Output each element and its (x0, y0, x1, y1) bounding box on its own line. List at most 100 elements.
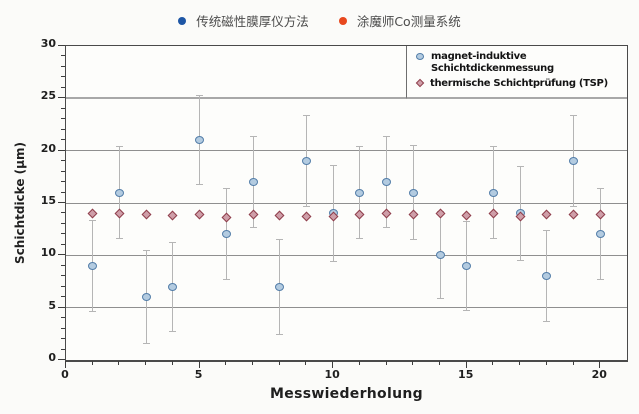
x-minor-tick (412, 361, 414, 365)
error-bar-cap (436, 298, 444, 300)
error-bar-cap (383, 136, 391, 137)
x-major-tick (599, 361, 601, 368)
x-tick-label: 5 (194, 368, 203, 381)
error-bar-cap (222, 279, 230, 281)
error-bar-cap (489, 146, 497, 148)
tsp-point (568, 209, 579, 220)
error-bar-cap (249, 227, 257, 229)
y-minor-tick (61, 139, 65, 141)
y-major-tick (58, 45, 65, 46)
x-major-tick (465, 361, 467, 368)
top-legend-item-magnetic: 传统磁性膜厚仪方法 (178, 11, 309, 30)
error-bar-cap (596, 188, 604, 190)
x-minor-tick (252, 361, 253, 365)
error-bar-cap (196, 184, 204, 186)
magnet-inductive-point (408, 188, 418, 197)
x-minor-tick (278, 361, 280, 365)
y-minor-tick (61, 181, 65, 183)
error-bar-cap (570, 115, 578, 117)
y-minor-tick (61, 327, 65, 329)
y-tick-label: 25 (40, 89, 56, 103)
x-tick-label: 0 (61, 368, 69, 381)
y-minor-tick (61, 65, 65, 67)
y-minor-tick (61, 264, 65, 266)
y-minor-tick (61, 338, 65, 340)
red-circle-icon (338, 16, 347, 25)
x-minor-tick (492, 361, 494, 365)
error-bar-cap (570, 206, 578, 208)
tsp-point (541, 209, 552, 220)
y-tick-label: 20 (40, 141, 56, 155)
tsp-marker-icon (415, 78, 425, 87)
y-minor-tick (61, 317, 65, 319)
x-minor-tick (171, 361, 173, 365)
y-minor-tick (61, 296, 65, 298)
error-bar-cap (169, 241, 177, 243)
error-bar-cap (489, 237, 497, 239)
gridline (66, 97, 627, 100)
y-major-tick (58, 254, 65, 256)
error-bar-cap (276, 333, 284, 335)
error-bar-cap (409, 145, 417, 147)
error-bar-cap (516, 259, 524, 261)
tsp-point (274, 210, 285, 221)
error-bar-cap (89, 219, 97, 221)
legend-entry-label: thermische Schichtprüfung (TSP) (430, 77, 608, 89)
error-bar-cap (169, 330, 177, 332)
error-bar-cap (329, 165, 337, 167)
tsp-point (488, 208, 499, 219)
tsp-point (87, 208, 98, 219)
x-minor-tick (572, 361, 574, 365)
y-major-tick (58, 202, 65, 203)
magnet-inductive-point (435, 251, 445, 260)
error-bar-cap (276, 238, 284, 240)
error-bar-cap (356, 237, 364, 239)
y-minor-tick (61, 170, 65, 172)
y-minor-tick (61, 128, 65, 130)
x-minor-tick (519, 361, 521, 365)
gridline (66, 202, 627, 204)
tsp-point (381, 208, 392, 219)
x-tick-label: 10 (324, 368, 340, 381)
magnet-inductive-point (462, 261, 472, 270)
y-tick-label: 30 (40, 37, 56, 50)
magnet-inductive-point (275, 282, 285, 291)
tsp-point (194, 209, 205, 220)
magnet-inductive-point (488, 188, 498, 197)
magnet-inductive-point (88, 261, 98, 270)
error-bar-cap (249, 136, 257, 137)
tsp-point (248, 209, 258, 220)
error-bar-cap (463, 309, 471, 311)
tsp-point (408, 209, 419, 220)
y-minor-tick (61, 191, 65, 193)
y-minor-tick (61, 76, 65, 78)
magnet-inductive-point (595, 230, 605, 239)
tsp-point (595, 209, 606, 220)
magnet-inductive-point (301, 157, 311, 166)
gridline (66, 307, 627, 309)
error-bar-cap (329, 260, 337, 262)
y-tick-label: 0 (48, 351, 56, 364)
error-bar-cap (302, 206, 310, 208)
magnet-inductive-point (248, 178, 258, 187)
magnet-inductive-point (569, 157, 579, 166)
plot-area: magnet-induktive Schichtdickenmessung th… (65, 45, 628, 362)
y-major-tick (58, 306, 65, 308)
tsp-point (114, 208, 125, 219)
y-major-tick (58, 97, 65, 99)
x-tick-label: 15 (458, 368, 474, 381)
y-minor-tick (61, 212, 65, 214)
y-minor-tick (61, 348, 65, 350)
error-bar-cap (463, 220, 471, 222)
legend-entry-label: magnet-induktive Schichtdickenmessung (431, 51, 554, 74)
magnet-inductive-point (355, 188, 365, 197)
y-minor-tick (61, 285, 65, 287)
magnet-inductive-point (141, 293, 151, 302)
y-tick-label: 15 (40, 194, 56, 207)
y-minor-tick (61, 233, 65, 235)
magnet-inductive-point (221, 230, 231, 239)
error-bar-cap (142, 343, 150, 345)
y-tick-label: 5 (48, 298, 56, 312)
tsp-point (167, 210, 178, 221)
